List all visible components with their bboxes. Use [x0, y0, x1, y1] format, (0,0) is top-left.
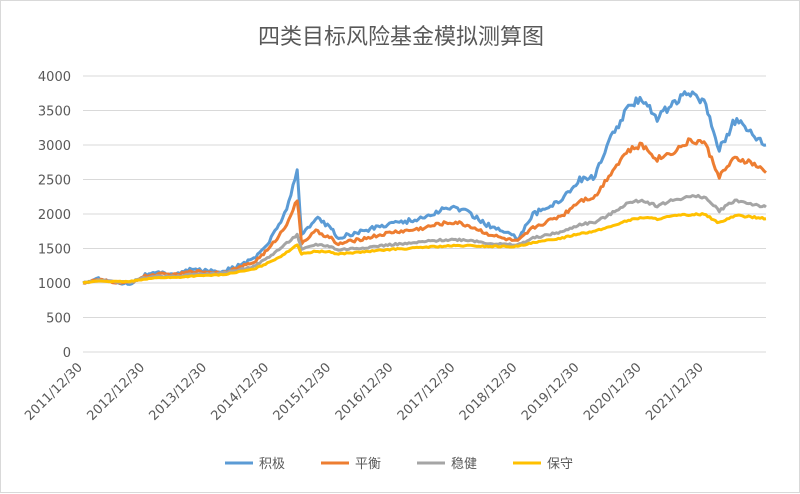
x-tick-label: 2011/12/30: [22, 360, 86, 424]
y-tick-label: 1000: [38, 277, 71, 292]
y-tick-label: 1500: [38, 243, 71, 258]
y-tick-label: 2000: [38, 208, 71, 223]
x-tick-label: 2017/12/30: [395, 360, 459, 424]
y-tick-label: 2500: [38, 174, 71, 189]
y-tick-label: 3500: [38, 105, 71, 120]
legend: 积极 平衡 稳健 保守: [225, 456, 573, 472]
x-tick-label: 2016/12/30: [333, 360, 397, 424]
series-line-3: [82, 212, 767, 285]
y-tick-label: 500: [46, 312, 71, 327]
x-tick-label: 2021/12/30: [643, 360, 707, 424]
grid-lines: [83, 75, 766, 353]
x-tick-label: 2015/12/30: [271, 360, 335, 424]
y-tick-label: 3000: [38, 139, 71, 154]
legend-label: 稳健: [451, 456, 477, 472]
y-tick-label: 4000: [38, 70, 71, 85]
x-tick-label: 2012/12/30: [84, 360, 148, 424]
legend-label: 积极: [259, 457, 285, 472]
chart-title: 四类目标风险基金模拟测算图: [258, 25, 544, 50]
y-tick-label: 0: [63, 346, 71, 361]
x-tick-label: 2014/12/30: [209, 360, 273, 424]
x-axis-ticks: 2011/12/302012/12/302013/12/302014/12/30…: [22, 360, 707, 424]
legend-label: 平衡: [355, 457, 381, 472]
y-axis-ticks: 0 500 1000 1500 2000 2500 3000 3500 4000: [38, 70, 71, 361]
x-tick-label: 2019/12/30: [519, 360, 583, 424]
x-tick-label: 2013/12/30: [146, 360, 210, 424]
series-line-1: [82, 137, 767, 285]
x-tick-label: 2018/12/30: [457, 360, 521, 424]
legend-label: 保守: [547, 457, 573, 472]
series-line-0: [82, 90, 767, 286]
series-lines: [82, 90, 767, 286]
x-tick-label: 2020/12/30: [581, 360, 645, 424]
